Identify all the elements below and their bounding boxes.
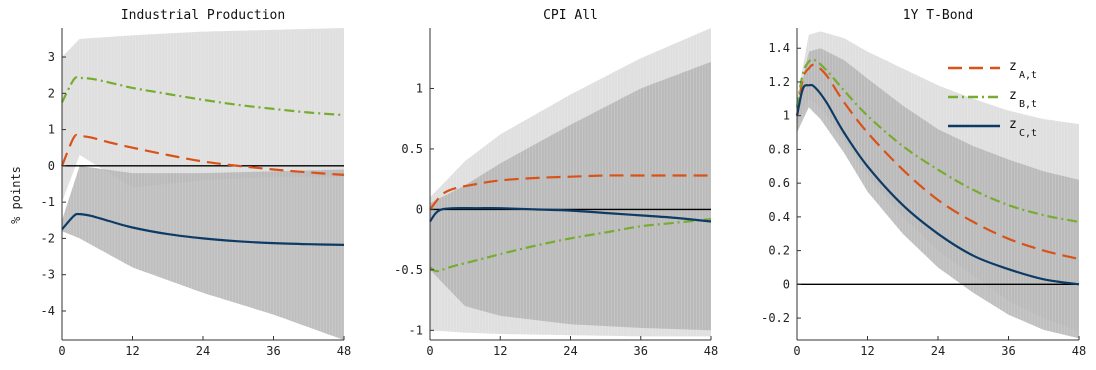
y-tick-label: 0 [416,202,423,216]
x-tick-label: 36 [266,344,280,358]
chart-title: 1Y T-Bond [903,8,973,23]
band-dark [797,48,1079,339]
y-tick-label: -0.2 [761,311,790,325]
x-tick-label: 48 [337,344,351,358]
y-tick-label: 1 [48,123,55,137]
x-tick-label: 0 [58,344,65,358]
panel-1y-t-bond: 1Y T-Bond 0 12 24 36 48 -0.2 0 0.2 0.4 0.6 0.8 1 1.2 1… [761,8,1086,358]
x-tick-label: 36 [1001,344,1015,358]
x-tick-label: 36 [634,344,648,358]
chart-title: CPI All [543,8,598,23]
series-line-a [429,174,711,211]
y-tick-label: 0.8 [768,142,790,156]
legend-sub-b: B,t [1019,99,1037,110]
y-tick-label: 2 [48,86,55,100]
band-dark [62,165,344,340]
y-tick-label: 0.6 [768,176,790,190]
band-light [62,28,344,203]
legend-label-c: z [1009,117,1017,132]
y-tick-label: -1 [409,323,423,337]
y-tick-label: 0.4 [768,210,790,224]
y-tick-label: 3 [48,50,55,64]
y-tick-label: -0.5 [394,263,423,277]
legend-sub-c: C,t [1019,128,1037,139]
x-tick-label: 48 [1072,344,1086,358]
y-tick-label: 0 [48,159,55,173]
x-tick-label: 0 [793,344,800,358]
y-tick-label: 1.4 [768,41,790,55]
y-tick-label: 0.5 [401,142,423,156]
x-tick-label: 48 [704,344,718,358]
legend: zA,tzB,tzC,t [948,59,1037,139]
y-tick-label: 0 [783,277,790,291]
series-line-a [60,133,345,176]
y-axis-label: % points [9,166,23,224]
legend-sub-a: A,t [1019,70,1037,81]
chart-title: Industrial Production [121,8,285,23]
x-tick-label: 24 [931,344,945,358]
panel-cpi-all: CPI All 0 12 24 36 48 -1 -0.5 0 0.5 1 [394,8,718,358]
y-tick-label: 1 [416,81,423,95]
series-line-a [795,63,1080,261]
series-line-b [61,76,345,117]
y-tick-label: 1 [783,109,790,123]
y-tick-label: -2 [41,231,55,245]
x-tick-label: 12 [860,344,874,358]
x-tick-label: 12 [125,344,139,358]
y-tick-label: -3 [41,268,55,282]
y-tick-label: 1.2 [768,75,790,89]
series-line-c [61,212,345,246]
legend-label-a: z [1009,59,1017,74]
x-tick-label: 24 [196,344,210,358]
x-tick-label: 12 [493,344,507,358]
y-tick-label: -4 [41,304,55,318]
band-dark [430,61,711,331]
x-tick-label: 24 [563,344,577,358]
series-line-c [429,207,712,223]
series-line-b [795,58,1080,223]
x-tick-label: 0 [426,344,433,358]
series-line-c [795,83,1080,286]
legend-label-b: z [1009,88,1017,103]
y-tick-label: -1 [41,195,55,209]
y-tick-label: 0.2 [768,244,790,258]
